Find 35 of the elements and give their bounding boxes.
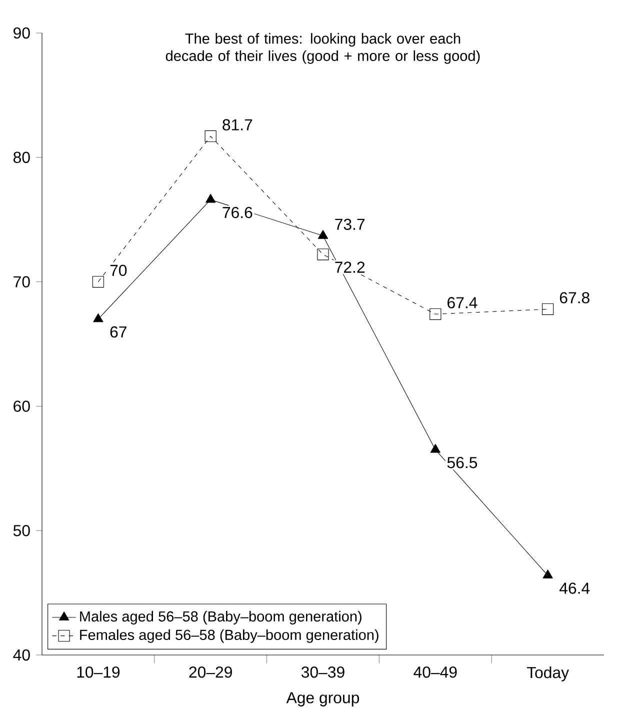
- data-label: 67.8: [560, 292, 590, 304]
- y-tick-label: 80: [14, 152, 30, 164]
- point: [318, 230, 328, 239]
- point: [430, 308, 442, 320]
- data-label: 67: [110, 326, 126, 338]
- x-tick-label: 20–29: [189, 666, 232, 678]
- x-tick-label: 30–39: [301, 666, 344, 678]
- text: The best of times: looking back over each decade of their lives (good + more or less good): [166, 33, 480, 64]
- data-label: 76.6: [222, 206, 252, 218]
- y-tick-label: 50: [13, 524, 30, 536]
- data-label: 81.7: [222, 119, 252, 130]
- point: [92, 276, 104, 288]
- legend-label: Males aged 56–58 (Baby–boom generation): [80, 610, 362, 624]
- point: [317, 248, 329, 260]
- data-label: 56.5: [447, 456, 478, 468]
- y-tick-label: 60: [14, 400, 30, 412]
- y-tick-label: 40: [13, 649, 30, 661]
- x-axis-title: Age group: [286, 692, 360, 706]
- point: [204, 130, 216, 142]
- x-tick-label: Today: [526, 666, 569, 682]
- point: [542, 303, 554, 315]
- y-tick-label: 70: [14, 276, 30, 288]
- point: [430, 444, 440, 453]
- x-tick-label: 40–49: [414, 666, 457, 678]
- x-tick-label: 10–19: [77, 666, 120, 678]
- y-tick-label: 90: [14, 27, 30, 39]
- data-label: 67.4: [448, 297, 478, 308]
- data-label: 70: [110, 264, 127, 276]
- point: [542, 570, 553, 578]
- data-label: 73.7: [335, 218, 365, 230]
- data-label: 72.2: [335, 262, 365, 273]
- data-label: 46.4: [560, 582, 590, 594]
- point: [206, 194, 216, 203]
- point: [93, 313, 104, 322]
- legend-label: Females aged 56–58 (Baby–boom generation): [80, 629, 378, 643]
